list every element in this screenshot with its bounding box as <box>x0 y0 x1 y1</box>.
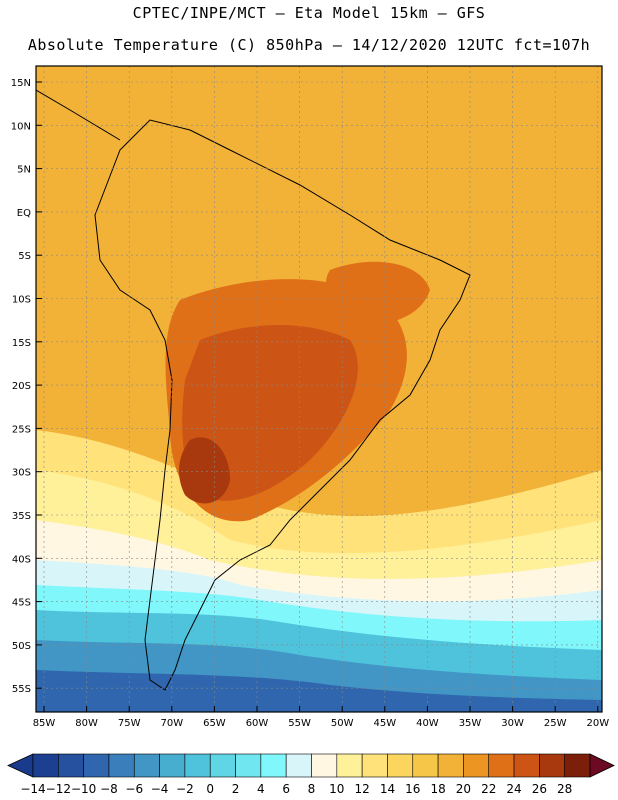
colorbar-label: 2 <box>232 782 240 796</box>
colorbar-label: 12 <box>354 782 369 796</box>
colorbar-label: 16 <box>405 782 420 796</box>
lat-label: 5N <box>17 165 31 176</box>
colorbar-label: 28 <box>557 782 572 796</box>
colorbar <box>7 753 615 778</box>
lat-label: 55S <box>12 684 31 695</box>
colorbar-swatch <box>235 753 262 778</box>
colorbar-swatch <box>133 753 160 778</box>
colorbar-under-arrow <box>7 753 34 778</box>
lat-label: 20S <box>12 381 31 392</box>
colorbar-swatch <box>285 753 312 778</box>
colorbar-label: 0 <box>206 782 214 796</box>
colorbar-label: 26 <box>532 782 547 796</box>
colorbar-label: 24 <box>506 782 521 796</box>
colorbar-label: −6 <box>125 782 143 796</box>
colorbar-label: 6 <box>282 782 290 796</box>
lat-label: 10N <box>11 121 31 132</box>
colorbar-label: −12 <box>46 782 71 796</box>
colorbar-swatch <box>361 753 388 778</box>
central-america-coastline <box>36 89 121 141</box>
lat-label: 40S <box>12 554 31 565</box>
colorbar-label: 14 <box>380 782 395 796</box>
colorbar-label: 10 <box>329 782 344 796</box>
colorbar-swatch <box>513 753 540 778</box>
colorbar-label: 22 <box>481 782 496 796</box>
colorbar-label: −2 <box>176 782 194 796</box>
graticule <box>36 66 602 712</box>
colorbar-swatch <box>260 753 287 778</box>
colorbar-label: −14 <box>20 782 45 796</box>
lon-label: 55W <box>288 718 311 729</box>
map-subtitle: Absolute Temperature (C) 850hPa – 14/12/… <box>27 36 591 54</box>
field-band-dark-blue <box>36 670 602 712</box>
lat-label: 15N <box>11 78 31 89</box>
map-title: CPTEC/INPE/MCT – Eta Model 15km – GFS <box>132 4 486 22</box>
lat-label: 10S <box>12 295 31 306</box>
lon-label: 70W <box>160 718 183 729</box>
colorbar-label: −4 <box>151 782 169 796</box>
lon-label: 25W <box>544 718 567 729</box>
colorbar-swatch <box>488 753 515 778</box>
colorbar-swatch <box>463 753 490 778</box>
lon-label: 35W <box>459 718 482 729</box>
colorbar-swatch <box>184 753 211 778</box>
south-america-coastline <box>94 119 471 691</box>
colorbar-swatch <box>209 753 236 778</box>
map-frame <box>35 65 603 713</box>
lon-label: 75W <box>118 718 141 729</box>
colorbar-label: 18 <box>430 782 445 796</box>
lon-label: 80W <box>75 718 98 729</box>
lat-label: 45S <box>12 598 31 609</box>
lon-label: 30W <box>501 718 524 729</box>
lat-label: 5S <box>18 251 31 262</box>
colorbar-swatch <box>83 753 110 778</box>
lat-label: 35S <box>12 511 31 522</box>
colorbar-swatch <box>311 753 338 778</box>
lat-label: 50S <box>12 641 31 652</box>
colorbar-swatch <box>564 753 591 778</box>
latitude-labels: 15N 10N 5N EQ 5S 10S 15S 20S 25S 30S 35S 40S 45S 50S 5… <box>11 78 42 695</box>
lon-label: 40W <box>416 718 439 729</box>
colorbar-label: 4 <box>257 782 265 796</box>
colorbar-label: −8 <box>100 782 118 796</box>
longitude-labels: 85W 80W 75W 70W 65W 60W 55W 50W 45W 40W 35W 30W 25W 2… <box>33 706 609 729</box>
colorbar-swatch <box>108 753 135 778</box>
colorbar-swatch <box>58 753 84 778</box>
field-heat-dark-red <box>178 437 230 504</box>
lat-label: 25S <box>12 424 31 435</box>
field-heat-red <box>182 325 358 501</box>
lon-label: 60W <box>246 718 269 729</box>
colorbar-labels: −14 −12 −10 −8 −6 −4 −2 0 2 4 6 8 10 12 14 16 18 20 22 24 26… <box>20 782 572 796</box>
colorbar-label: 8 <box>308 782 316 796</box>
lon-label: 65W <box>203 718 226 729</box>
colorbar-over-arrow <box>589 753 615 778</box>
colorbar-swatch <box>412 753 439 778</box>
lon-label: 50W <box>331 718 354 729</box>
colorbar-label: 20 <box>456 782 471 796</box>
colorbar-label: −10 <box>71 782 96 796</box>
lat-label: 30S <box>12 468 31 479</box>
colorbar-swatch <box>387 753 414 778</box>
field-heat-ne <box>326 261 430 324</box>
lon-label: 45W <box>373 718 396 729</box>
lon-label: 20W <box>586 718 609 729</box>
colorbar-swatch <box>539 753 565 778</box>
colorbar-swatch <box>437 753 464 778</box>
lat-label: EQ <box>17 208 31 219</box>
lon-label: 85W <box>33 718 56 729</box>
lat-label: 15S <box>12 338 31 349</box>
colorbar-swatch <box>159 753 186 778</box>
colorbar-swatch <box>336 753 363 778</box>
colorbar-swatch <box>32 753 59 778</box>
